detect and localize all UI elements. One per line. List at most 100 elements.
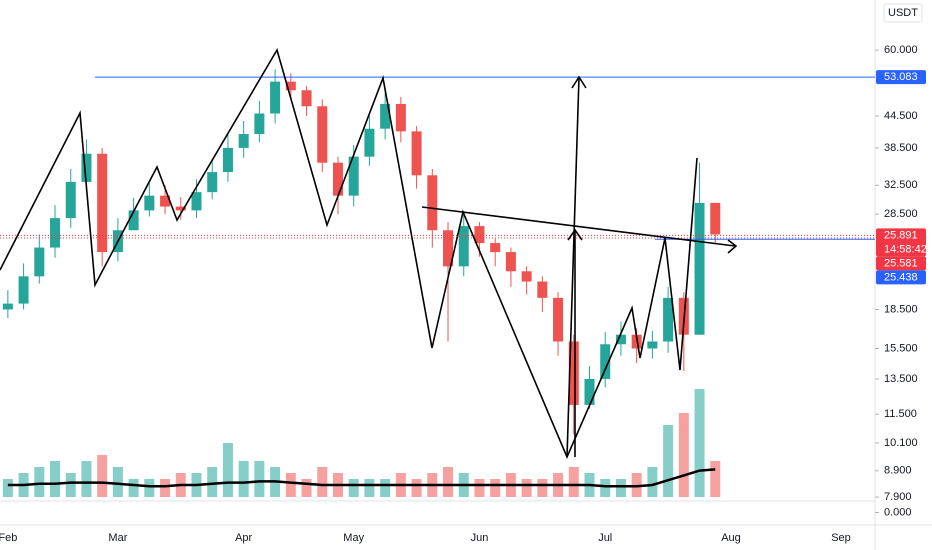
price-label-box bbox=[876, 256, 926, 271]
y-tick-label: 38.500 bbox=[884, 142, 918, 154]
candle-body bbox=[270, 81, 281, 114]
volume-bar bbox=[364, 479, 375, 497]
volume-bar bbox=[50, 461, 61, 497]
y-tick-label: 60.000 bbox=[884, 44, 918, 56]
candle-body bbox=[332, 162, 343, 196]
volume-bar bbox=[443, 467, 454, 497]
candle-body bbox=[395, 103, 406, 132]
candle-body bbox=[615, 334, 626, 345]
target-arrow bbox=[566, 76, 580, 458]
candle-body bbox=[490, 243, 501, 253]
candle-body bbox=[65, 181, 76, 219]
candle-body bbox=[222, 147, 233, 173]
volume-ma bbox=[7, 468, 716, 488]
y-tick-label: 44.500 bbox=[884, 110, 918, 122]
candle-body bbox=[521, 271, 532, 282]
price-label: 25.891 bbox=[884, 229, 918, 241]
volume-bar bbox=[348, 479, 359, 497]
volume-bar bbox=[222, 443, 233, 497]
price-label-box bbox=[876, 70, 926, 85]
candle-body bbox=[600, 344, 611, 379]
candle-body bbox=[81, 153, 92, 182]
candle-body bbox=[128, 210, 139, 231]
candle-body bbox=[175, 206, 186, 211]
volume-bar bbox=[112, 467, 123, 497]
volume-bar bbox=[144, 479, 155, 497]
volume-bar bbox=[411, 479, 422, 497]
volume-bar bbox=[317, 467, 328, 497]
volume-bar bbox=[285, 473, 296, 497]
volume-bar bbox=[615, 479, 626, 497]
price-label-box bbox=[876, 270, 926, 285]
candle-body bbox=[207, 172, 218, 193]
candle-body bbox=[301, 90, 312, 107]
x-tick-label: May bbox=[343, 532, 364, 544]
arrow-head bbox=[571, 75, 587, 89]
candle-body bbox=[348, 156, 359, 196]
volume-bar bbox=[537, 479, 548, 497]
candle-body bbox=[537, 281, 548, 298]
volume-bar bbox=[81, 461, 92, 497]
countdown-label: 14:58:42 bbox=[884, 243, 927, 255]
x-tick-label: Aug bbox=[721, 532, 741, 544]
y-tick-label: 10.100 bbox=[884, 437, 918, 449]
volume-bar bbox=[160, 479, 171, 497]
x-tick-label: Sep bbox=[831, 532, 851, 544]
candle-body bbox=[50, 218, 61, 248]
candle-body bbox=[443, 230, 454, 267]
y-tick-label: 13.500 bbox=[884, 373, 918, 385]
volume-bar bbox=[600, 479, 611, 497]
x-tick-label: Mar bbox=[108, 532, 127, 544]
volume-bar bbox=[647, 467, 658, 497]
zigzag bbox=[0, 47, 698, 460]
candle-body bbox=[474, 226, 485, 244]
candle-body bbox=[411, 131, 422, 176]
volume-bar bbox=[663, 425, 674, 497]
candle-body bbox=[505, 252, 516, 272]
price-label: 25.438 bbox=[884, 271, 918, 283]
volume-bar bbox=[380, 479, 391, 497]
x-tick-label: Jun bbox=[471, 532, 489, 544]
volume-bar bbox=[710, 461, 721, 497]
volume-bar bbox=[678, 413, 689, 497]
candle-body bbox=[34, 247, 45, 277]
candle-body bbox=[584, 378, 595, 405]
price-label-box bbox=[876, 228, 926, 257]
y-tick-label: 0.000 bbox=[884, 506, 912, 518]
volume-bar bbox=[128, 479, 139, 497]
candle-body bbox=[364, 128, 375, 157]
volume-bar bbox=[65, 473, 76, 497]
arrow-head bbox=[727, 239, 738, 254]
volume-bar bbox=[490, 479, 501, 497]
arrow-head bbox=[567, 228, 583, 241]
currency-badge[interactable] bbox=[883, 3, 923, 23]
candle-body bbox=[568, 341, 579, 405]
volume-bar bbox=[97, 455, 108, 497]
volume-bar bbox=[694, 389, 705, 497]
candle-body bbox=[710, 202, 721, 235]
price-label: 25.581 bbox=[884, 257, 918, 269]
x-tick-label: Feb bbox=[0, 532, 17, 544]
volume-bar bbox=[521, 479, 532, 497]
candle-body bbox=[18, 276, 29, 304]
y-tick-label: 8.900 bbox=[884, 465, 912, 477]
currency[interactable]: USDT bbox=[888, 7, 918, 19]
volume-bar bbox=[238, 461, 249, 497]
series bbox=[0, 69, 875, 497]
candle-body bbox=[285, 81, 296, 91]
candle-body bbox=[647, 341, 658, 349]
volume-bar bbox=[207, 467, 218, 497]
candle-body bbox=[380, 103, 391, 129]
price-label: 53.083 bbox=[884, 71, 918, 83]
volume-bar bbox=[474, 479, 485, 497]
candle-body bbox=[317, 106, 328, 163]
candle-body bbox=[427, 175, 438, 231]
candle-body bbox=[2, 303, 13, 310]
volume-bar bbox=[2, 479, 13, 497]
y-tick-label: 11.500 bbox=[884, 408, 917, 420]
neckline bbox=[421, 206, 736, 247]
candle-body bbox=[458, 226, 469, 267]
candle-body bbox=[663, 297, 674, 342]
